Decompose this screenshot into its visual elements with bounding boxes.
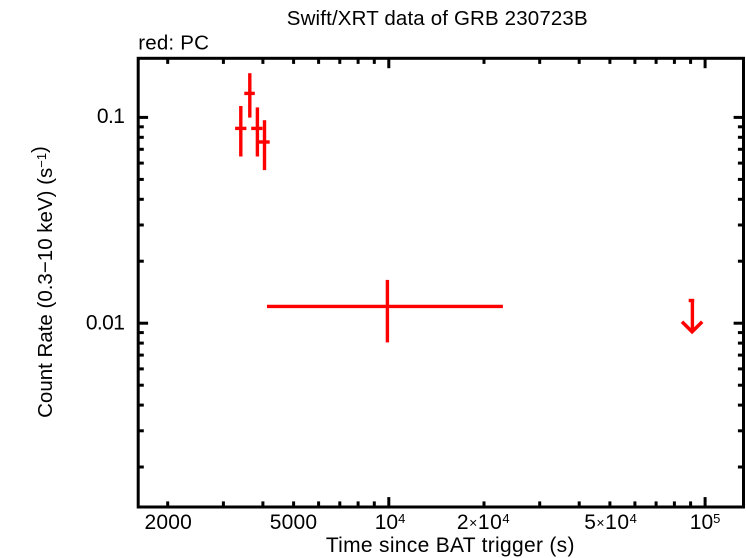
svg-text:Swift/XRT data of GRB 230723B: Swift/XRT data of GRB 230723B [287, 7, 588, 30]
svg-text:0.01: 0.01 [86, 311, 124, 334]
svg-text:5×104: 5×104 [584, 511, 637, 534]
svg-text:0.1: 0.1 [97, 105, 124, 128]
svg-text:Time since BAT trigger (s): Time since BAT trigger (s) [326, 534, 575, 557]
svg-text:2000: 2000 [145, 511, 193, 534]
svg-text:5000: 5000 [270, 511, 318, 534]
svg-text:red: PC: red: PC [138, 31, 209, 54]
svg-text:105: 105 [690, 511, 721, 534]
svg-text:104: 104 [375, 511, 406, 534]
svg-text:2×104: 2×104 [457, 511, 510, 534]
